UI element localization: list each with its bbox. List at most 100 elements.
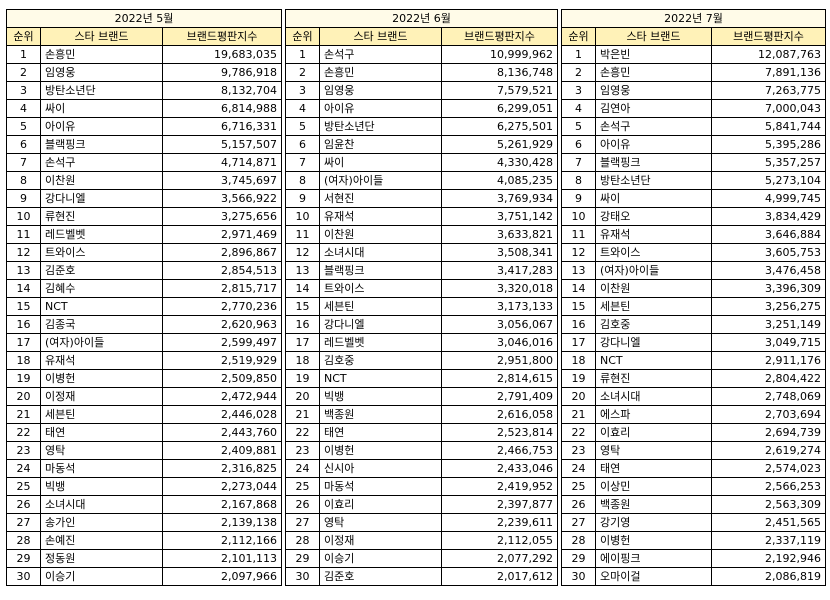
- index-value-cell: 3,056,067: [441, 315, 558, 334]
- rank-cell: 27: [561, 513, 596, 532]
- brand-cell: 레드벨벳: [40, 225, 163, 244]
- rank-cell: 13: [6, 261, 41, 280]
- table-row: 4 아이유 6,299,051: [285, 99, 558, 118]
- index-value-cell: 3,476,458: [711, 261, 826, 280]
- index-value-cell: 3,769,934: [441, 189, 558, 208]
- table-row: 10 강태오 3,834,429: [561, 207, 826, 226]
- index-value-cell: 2,574,023: [711, 459, 826, 478]
- index-value-cell: 2,748,069: [711, 387, 826, 406]
- brand-cell: 이승기: [40, 567, 163, 586]
- index-value-cell: 10,999,962: [441, 45, 558, 64]
- rank-cell: 28: [561, 531, 596, 550]
- rank-cell: 11: [6, 225, 41, 244]
- rank-cell: 11: [561, 225, 596, 244]
- index-value-cell: 3,046,016: [441, 333, 558, 352]
- index-value-cell: 2,951,800: [441, 351, 558, 370]
- brand-cell: 신시아: [319, 459, 442, 478]
- rank-cell: 8: [285, 171, 320, 190]
- table-row: 2 손흥민 7,891,136: [561, 63, 826, 82]
- index-value-cell: 3,173,133: [441, 297, 558, 316]
- brand-cell: 빅뱅: [40, 477, 163, 496]
- rank-cell: 12: [6, 243, 41, 262]
- index-value-cell: 4,085,235: [441, 171, 558, 190]
- rank-cell: 5: [561, 117, 596, 136]
- brand-cell: 송가인: [40, 513, 163, 532]
- table-row: 15 세븐틴 3,256,275: [561, 297, 826, 316]
- rank-cell: 10: [561, 207, 596, 226]
- brand-cell: 유재석: [595, 225, 712, 244]
- rank-cell: 19: [561, 369, 596, 388]
- index-value-cell: 2,896,867: [162, 243, 282, 262]
- table-row: 17 강다니엘 3,049,715: [561, 333, 826, 352]
- brand-cell: (여자)아이들: [319, 171, 442, 190]
- month-title: 2022년 6월: [285, 9, 558, 28]
- brand-cell: 오마이걸: [595, 567, 712, 586]
- brand-cell: 방탄소년단: [40, 81, 163, 100]
- table-row: 27 영탁 2,239,611: [285, 513, 558, 532]
- brand-cell: 이정재: [40, 387, 163, 406]
- rank-cell: 7: [6, 153, 41, 172]
- table-row: 25 빅뱅 2,273,044: [6, 477, 282, 496]
- brand-cell: 임영웅: [40, 63, 163, 82]
- rank-cell: 15: [561, 297, 596, 316]
- rank-cell: 9: [285, 189, 320, 208]
- brand-cell: 손흥민: [595, 63, 712, 82]
- index-value-cell: 2,337,119: [711, 531, 826, 550]
- index-value-cell: 6,814,988: [162, 99, 282, 118]
- brand-cell: 임영웅: [319, 81, 442, 100]
- rank-cell: 15: [6, 297, 41, 316]
- index-value-cell: 9,786,918: [162, 63, 282, 82]
- rank-cell: 21: [6, 405, 41, 424]
- brand-cell: 이정재: [319, 531, 442, 550]
- table-row: 22 태연 2,443,760: [6, 423, 282, 442]
- index-value-cell: 2,086,819: [711, 567, 826, 586]
- brand-cell: 이찬원: [319, 225, 442, 244]
- rank-cell: 2: [285, 63, 320, 82]
- table-row: 19 류현진 2,804,422: [561, 369, 826, 388]
- table-row: 30 오마이걸 2,086,819: [561, 567, 826, 586]
- table-row: 3 방탄소년단 8,132,704: [6, 81, 282, 100]
- index-value-cell: 2,017,612: [441, 567, 558, 586]
- table-row: 1 손흥민 19,683,035: [6, 45, 282, 64]
- table-row: 5 방탄소년단 6,275,501: [285, 117, 558, 136]
- table-row: 6 임윤찬 5,261,929: [285, 135, 558, 154]
- index-value-cell: 2,273,044: [162, 477, 282, 496]
- table-row: 28 이병헌 2,337,119: [561, 531, 826, 550]
- table-row: 8 방탄소년단 5,273,104: [561, 171, 826, 190]
- rank-cell: 13: [285, 261, 320, 280]
- brand-cell: 류현진: [595, 369, 712, 388]
- brand-cell: NCT: [40, 297, 163, 316]
- brand-cell: 강기영: [595, 513, 712, 532]
- rank-cell: 4: [561, 99, 596, 118]
- brand-cell: 태연: [40, 423, 163, 442]
- index-value-cell: 2,523,814: [441, 423, 558, 442]
- brand-cell: 이상민: [595, 477, 712, 496]
- table-row: 20 빅뱅 2,791,409: [285, 387, 558, 406]
- rank-cell: 4: [6, 99, 41, 118]
- rank-cell: 24: [561, 459, 596, 478]
- table-row: 20 이정재 2,472,944: [6, 387, 282, 406]
- index-value-cell: 3,251,149: [711, 315, 826, 334]
- index-value-cell: 2,563,309: [711, 495, 826, 514]
- index-value-cell: 7,263,775: [711, 81, 826, 100]
- table-row: 15 NCT 2,770,236: [6, 297, 282, 316]
- index-value-cell: 7,000,043: [711, 99, 826, 118]
- index-value-cell: 2,616,058: [441, 405, 558, 424]
- rank-cell: 3: [285, 81, 320, 100]
- ranking-table-month-3: 2022년 7월 순위 스타 브랜드 브랜드평판지수 1 박은빈 12,087,763 2 손흥…: [561, 9, 826, 586]
- brand-cell: 손석구: [40, 153, 163, 172]
- rank-cell: 18: [6, 351, 41, 370]
- rank-cell: 23: [6, 441, 41, 460]
- index-value-cell: 6,299,051: [441, 99, 558, 118]
- index-value-cell: 5,357,257: [711, 153, 826, 172]
- brand-cell: 손예진: [40, 531, 163, 550]
- month-title: 2022년 7월: [561, 9, 826, 28]
- month-title: 2022년 5월: [6, 9, 282, 28]
- rank-cell: 27: [6, 513, 41, 532]
- index-value-cell: 7,891,136: [711, 63, 826, 82]
- table-row: 26 백종원 2,563,309: [561, 495, 826, 514]
- table-row: 25 이상민 2,566,253: [561, 477, 826, 496]
- rank-cell: 17: [561, 333, 596, 352]
- brand-cell: 강태오: [595, 207, 712, 226]
